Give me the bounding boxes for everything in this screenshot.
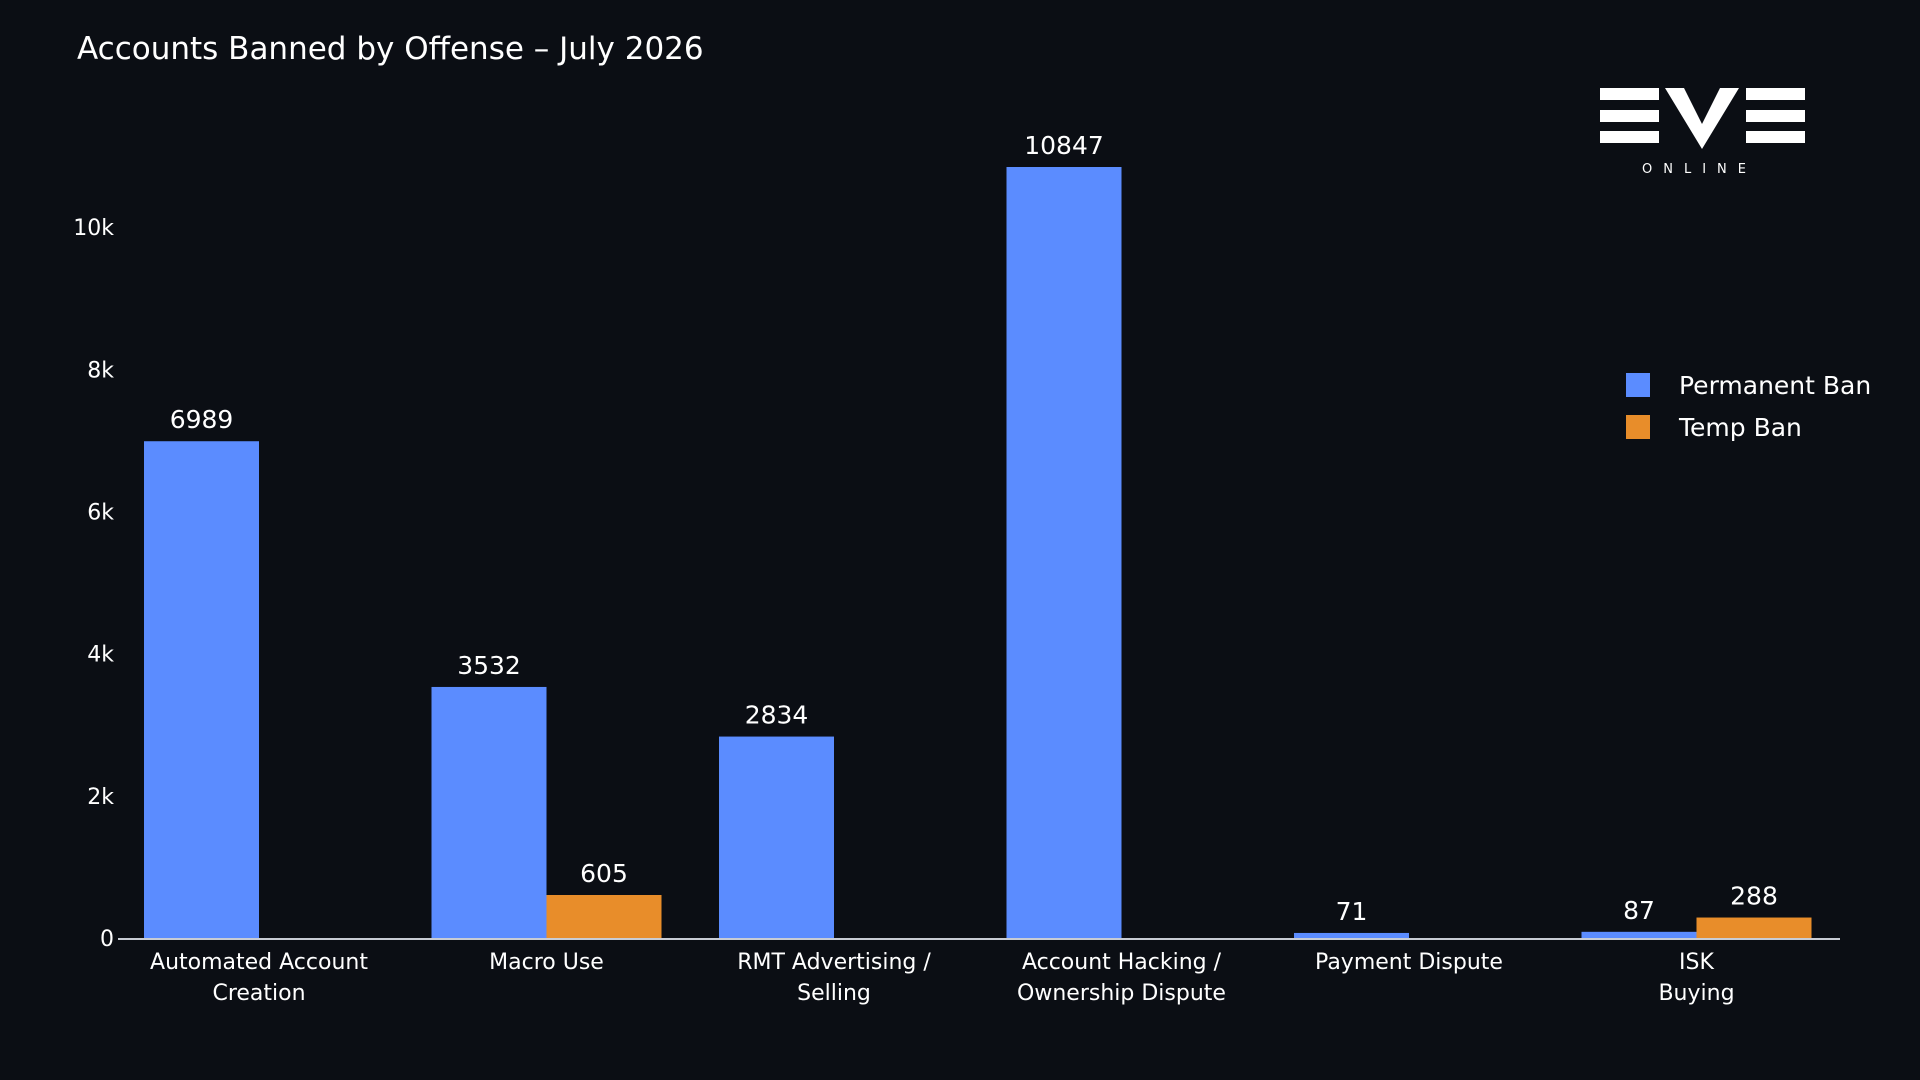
x-tick-label: Creation xyxy=(212,981,305,1006)
y-tick-label: 8k xyxy=(87,358,114,383)
y-tick-label: 10k xyxy=(73,216,114,241)
x-tick-label: Automated Account xyxy=(150,950,368,975)
legend-swatch xyxy=(1626,373,1650,397)
legend: Permanent Ban Temp Ban xyxy=(1626,371,1871,442)
y-tick-label: 2k xyxy=(87,785,114,810)
eve-online-logo: ONLINE xyxy=(1600,88,1805,177)
x-tick-label: RMT Advertising / xyxy=(737,950,931,975)
y-tick-label: 6k xyxy=(87,501,114,526)
legend-swatch xyxy=(1626,415,1650,439)
bar-temp xyxy=(546,894,662,938)
x-tick-label: Buying xyxy=(1658,981,1734,1006)
x-tick-label: Payment Dispute xyxy=(1315,950,1503,975)
data-label: 6989 xyxy=(170,405,234,434)
eve-logo-mark xyxy=(1600,88,1805,149)
bar-permanent xyxy=(1006,167,1122,938)
data-label: 605 xyxy=(580,859,628,888)
bar-permanent xyxy=(1294,932,1409,938)
x-tick-label: Selling xyxy=(797,981,871,1006)
y-tick-label: 0 xyxy=(100,927,114,952)
y-tick-label: 4k xyxy=(87,643,114,668)
chart-title: Accounts Banned by Offense – July 2026 xyxy=(77,31,704,67)
bar-permanent xyxy=(719,736,834,938)
bar-permanent xyxy=(144,441,259,938)
x-tick-label: Macro Use xyxy=(489,950,604,975)
y-axis: 0 2k 4k 6k 8k 10k xyxy=(73,216,114,952)
data-label: 3532 xyxy=(457,651,521,680)
data-label: 87 xyxy=(1623,896,1655,925)
x-tick-label: ISK xyxy=(1679,950,1714,975)
data-labels: 6989 3532 2834 10847 71 87 605 288 xyxy=(170,131,1778,926)
data-label: 71 xyxy=(1336,897,1368,926)
bar-permanent xyxy=(431,686,547,938)
data-label: 2834 xyxy=(745,701,809,730)
bar-permanent xyxy=(1581,931,1697,938)
bars xyxy=(144,167,1812,938)
x-tick-label: Account Hacking / xyxy=(1022,950,1222,975)
data-label: 288 xyxy=(1730,882,1778,911)
legend-label: Temp Ban xyxy=(1678,413,1802,442)
x-axis: Automated Account Creation Macro Use RMT Ad… xyxy=(118,938,1840,1006)
logo-subtext: ONLINE xyxy=(1642,162,1757,177)
data-label: 10847 xyxy=(1024,131,1104,160)
x-tick-label: Ownership Dispute xyxy=(1017,981,1226,1006)
legend-label: Permanent Ban xyxy=(1679,371,1871,400)
bar-temp xyxy=(1696,917,1812,938)
